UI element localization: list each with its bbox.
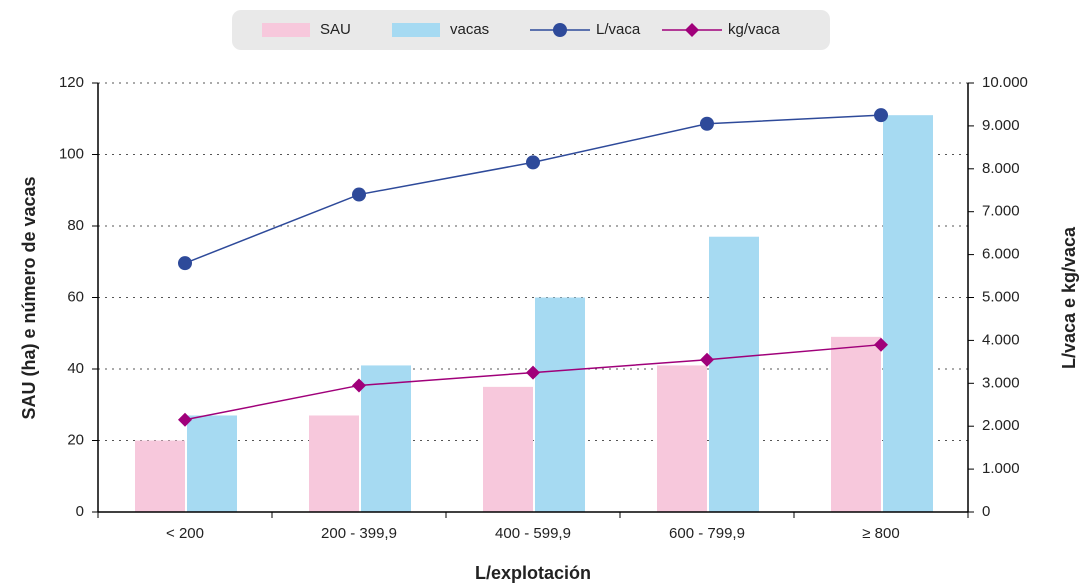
x-tick-label: 400 - 599,9	[495, 525, 571, 542]
y-tick-label: 120	[59, 74, 84, 91]
marker	[526, 365, 540, 380]
legend-label: L/vaca	[596, 21, 641, 38]
marker	[178, 412, 192, 427]
legend-label: kg/vaca	[728, 21, 780, 38]
bar	[831, 336, 881, 512]
legend-label: vacas	[450, 21, 489, 38]
marker	[526, 155, 540, 170]
y-axis-title: SAU (ha) e número de vacas	[19, 176, 39, 419]
line	[184, 114, 882, 264]
y2-tick-label: 10.000	[982, 74, 1028, 91]
x-tick-label: ≥ 800	[862, 525, 899, 542]
bar	[361, 365, 411, 512]
y2-tick-label: 2.000	[982, 417, 1020, 434]
bar	[187, 415, 237, 512]
bar	[657, 365, 707, 512]
legend-swatch	[392, 23, 440, 37]
bar	[135, 440, 185, 512]
y-tick-label: 40	[67, 360, 84, 377]
y2-tick-label: 3.000	[982, 374, 1020, 391]
bar	[483, 386, 533, 512]
y2-tick-label: 8.000	[982, 160, 1020, 177]
x-tick-label: 200 - 399,9	[321, 525, 397, 542]
marker	[700, 352, 714, 367]
marker	[700, 116, 714, 131]
marker	[685, 23, 699, 37]
legend-label: SAU	[320, 21, 351, 38]
marker	[178, 256, 192, 271]
legend-swatch	[262, 23, 310, 37]
y2-tick-label: 1.000	[982, 460, 1020, 477]
bar	[883, 115, 933, 513]
y-tick-label: 20	[67, 431, 84, 448]
bar	[309, 415, 359, 512]
y-tick-label: 100	[59, 145, 84, 162]
marker	[874, 108, 888, 123]
x-tick-label: 600 - 799,9	[669, 525, 745, 542]
marker	[874, 337, 888, 352]
y2-axis-title: L/vaca e kg/vaca	[1059, 226, 1079, 369]
x-axis-title: L/explotación	[475, 563, 591, 583]
y2-tick-label: 6.000	[982, 246, 1020, 263]
bar	[535, 297, 585, 512]
y2-tick-label: 7.000	[982, 203, 1020, 220]
y2-tick-label: 5.000	[982, 288, 1020, 305]
y2-tick-label: 9.000	[982, 117, 1020, 134]
x-tick-label: < 200	[166, 525, 204, 542]
marker	[352, 378, 366, 393]
marker	[352, 187, 366, 202]
y-tick-label: 80	[67, 217, 84, 234]
y2-tick-label: 0	[982, 503, 990, 520]
y-tick-label: 0	[76, 503, 84, 520]
y2-tick-label: 4.000	[982, 331, 1020, 348]
bar	[709, 236, 759, 512]
y-tick-label: 60	[67, 288, 84, 305]
marker	[553, 23, 567, 37]
